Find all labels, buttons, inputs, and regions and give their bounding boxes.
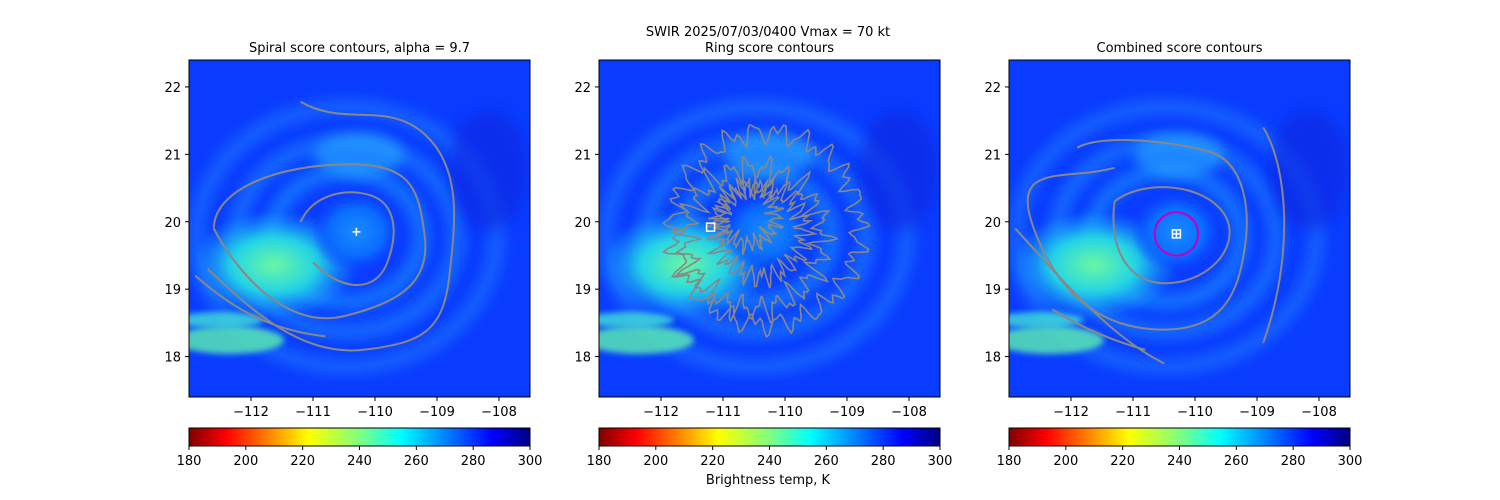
colorbar-tick-label: 200: [233, 454, 258, 469]
colorbar-tick-label: 300: [518, 454, 543, 469]
colorbar: 180 200 220 240 260 280 300: [587, 427, 953, 469]
x-tick-label: −112: [233, 405, 269, 420]
y-tick-label: 18: [164, 351, 181, 366]
y-tick-label: 21: [574, 148, 591, 163]
y-tick-label: 20: [984, 216, 1001, 231]
panel-title: Spiral score contours, alpha = 9.7: [249, 41, 470, 56]
axes-frame: [1008, 59, 1351, 398]
y-tick-label: 22: [574, 81, 591, 96]
x-tick-label: −112: [643, 405, 679, 420]
score-contours: [194, 100, 456, 352]
contour-line: [194, 274, 326, 338]
y-tick-label: 22: [164, 81, 181, 96]
contour-line: [1014, 227, 1165, 365]
y-tick-label: 19: [164, 283, 181, 298]
y-tick-label: 20: [574, 216, 591, 231]
contour-line: [1026, 139, 1248, 331]
contour-line: [299, 191, 395, 286]
colorbar-tick-label: 260: [404, 454, 429, 469]
contour-line: [708, 177, 785, 256]
contour-line: [212, 163, 427, 320]
colorbar-tick-label: 260: [1224, 454, 1249, 469]
x-tick-label: −110: [357, 405, 393, 420]
colorbar-gradient: [598, 427, 941, 447]
contour-line: [1262, 126, 1286, 344]
colorbar-label: Brightness temp, K: [706, 473, 831, 488]
colorbar-tick-label: 220: [1110, 454, 1135, 469]
colorbar-tick-label: 180: [997, 454, 1022, 469]
colorbar-tick-label: 200: [643, 454, 668, 469]
x-tick-label: −108: [481, 405, 517, 420]
score-contours: [1014, 126, 1286, 365]
colorbar-tick-label: 180: [587, 454, 612, 469]
panel-2: Ring score contours −112 −111 −110 −109 −108 1…: [574, 41, 952, 469]
x-tick-label: −111: [705, 405, 741, 420]
y-tick-label: 19: [984, 283, 1001, 298]
figure-suptitle: SWIR 2025/07/03/0400 Vmax = 70 kt: [646, 25, 890, 40]
center-circle: [1153, 211, 1200, 257]
colorbar-tick-label: 300: [928, 454, 953, 469]
axes-frame: [188, 59, 531, 398]
x-tick-label: −112: [1053, 405, 1089, 420]
colorbar-tick-label: 240: [757, 454, 782, 469]
colorbar-gradient: [188, 427, 531, 447]
y-tick-label: 21: [984, 148, 1001, 163]
y-tick-label: 20: [164, 216, 181, 231]
x-tick-label: −108: [891, 405, 927, 420]
colorbar-tick-label: 240: [1167, 454, 1192, 469]
y-tick-label: 21: [164, 148, 181, 163]
colorbar-tick-label: 200: [1053, 454, 1078, 469]
panel-title: Combined score contours: [1097, 41, 1263, 56]
contour-line: [662, 124, 871, 339]
axes-frame: [598, 59, 941, 398]
y-tick-label: 18: [984, 351, 1001, 366]
x-tick-label: −110: [1177, 405, 1213, 420]
colorbar: 180 200 220 240 260 280 300: [997, 427, 1363, 469]
contour-line: [1112, 186, 1231, 285]
colorbar-tick-label: 300: [1338, 454, 1363, 469]
center-marker: [352, 227, 361, 236]
brightness-temp-image: [599, 60, 940, 397]
score-contours: [662, 124, 871, 339]
colorbar-tick-label: 280: [461, 454, 486, 469]
y-tick-label: 19: [574, 283, 591, 298]
center-marker: [1171, 229, 1182, 239]
colorbar-tick-label: 260: [814, 454, 839, 469]
colorbar-tick-label: 280: [1281, 454, 1306, 469]
x-tick-label: −109: [1239, 405, 1275, 420]
colorbar-tick-label: 240: [347, 454, 372, 469]
panel-3: Combined score contours −112 −111 −110 −109 −…: [984, 41, 1362, 469]
contour-line: [669, 155, 838, 324]
y-tick-label: 22: [984, 81, 1001, 96]
x-tick-label: −111: [1115, 405, 1151, 420]
colorbar-tick-label: 280: [871, 454, 896, 469]
y-tick-label: 18: [574, 351, 591, 366]
panel-1: Spiral score contours, alpha = 9.7 −112 −1…: [164, 41, 542, 469]
panel-title: Ring score contours: [705, 41, 834, 56]
colorbar-tick-label: 180: [177, 454, 202, 469]
contour-line: [1051, 308, 1146, 351]
x-tick-label: −110: [767, 405, 803, 420]
colorbar-tick-label: 220: [700, 454, 725, 469]
x-tick-label: −109: [419, 405, 455, 420]
brightness-temp-image: [189, 60, 530, 397]
center-marker: [705, 222, 716, 232]
colorbar: 180 200 220 240 260 280 300: [177, 427, 543, 469]
x-tick-label: −111: [295, 405, 331, 420]
x-tick-label: −109: [829, 405, 865, 420]
contour-line: [206, 100, 456, 352]
colorbar-tick-label: 220: [290, 454, 315, 469]
x-tick-label: −108: [1301, 405, 1337, 420]
colorbar-gradient: [1008, 427, 1351, 447]
brightness-temp-image: [1009, 60, 1350, 397]
